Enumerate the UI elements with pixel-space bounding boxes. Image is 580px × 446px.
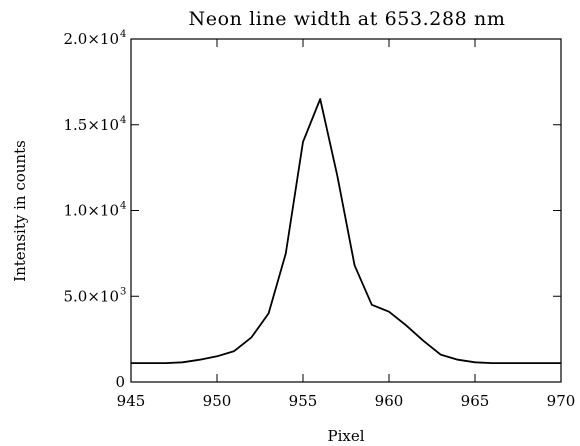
- y-tick-exponent: 4: [120, 201, 126, 212]
- x-tick-label: 950: [203, 392, 232, 410]
- y-axis-label: Intensity in counts: [11, 140, 29, 282]
- x-tick-label: 965: [461, 392, 490, 410]
- x-tick-label: 955: [289, 392, 318, 410]
- y-tick-label: 5.0×10: [63, 287, 119, 305]
- x-tick-label: 970: [547, 392, 576, 410]
- y-tick-exponent: 3: [120, 286, 126, 297]
- x-tick-label: 960: [375, 392, 404, 410]
- y-tick-label: 0: [115, 373, 125, 391]
- y-tick-label: 1.0×10: [63, 202, 119, 220]
- chart-title: Neon line width at 653.288 nm: [189, 8, 506, 30]
- x-axis-label: Pixel: [327, 427, 364, 445]
- series-line: [131, 98, 561, 365]
- y-tick-exponent: 4: [120, 29, 126, 40]
- y-tick-label: 1.5×10: [63, 116, 119, 134]
- y-tick-label: 2.0×10: [63, 30, 119, 48]
- y-axis: 05.0×10 31.0×10 41.5×10 42.0×10 4: [63, 29, 561, 391]
- y-tick-exponent: 4: [120, 115, 126, 126]
- x-axis: 945 950 955 960 965 970: [117, 39, 576, 410]
- plot-frame: [130, 38, 562, 383]
- x-tick-label: 945: [117, 392, 146, 410]
